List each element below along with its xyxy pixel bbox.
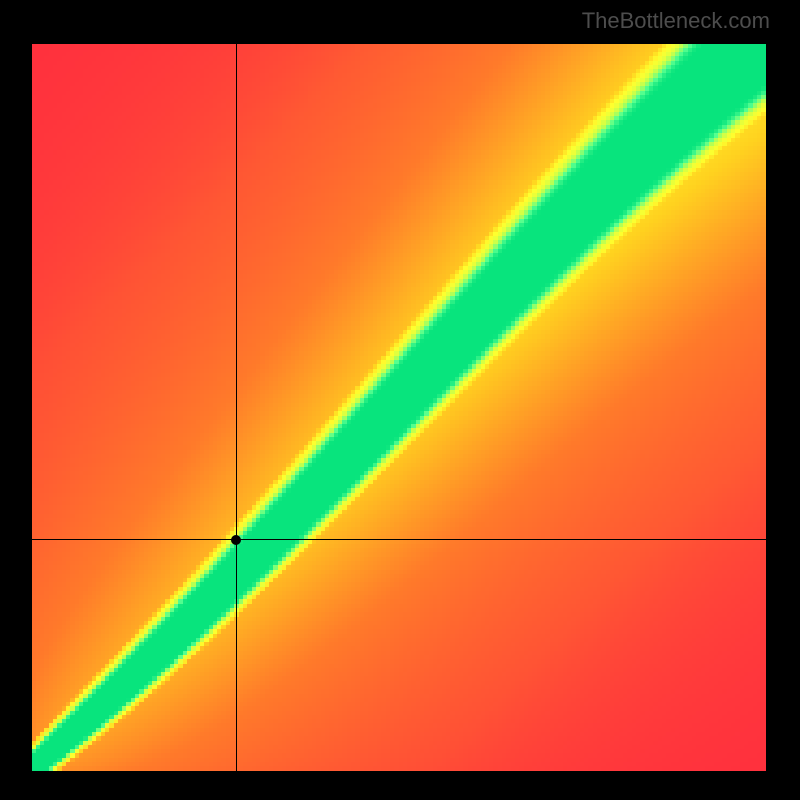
crosshair-horizontal [32,539,766,540]
heatmap-canvas [32,44,766,771]
crosshair-marker [231,535,241,545]
figure-frame: TheBottleneck.com [0,0,800,800]
crosshair-vertical [236,44,237,771]
attribution-text: TheBottleneck.com [582,8,770,34]
